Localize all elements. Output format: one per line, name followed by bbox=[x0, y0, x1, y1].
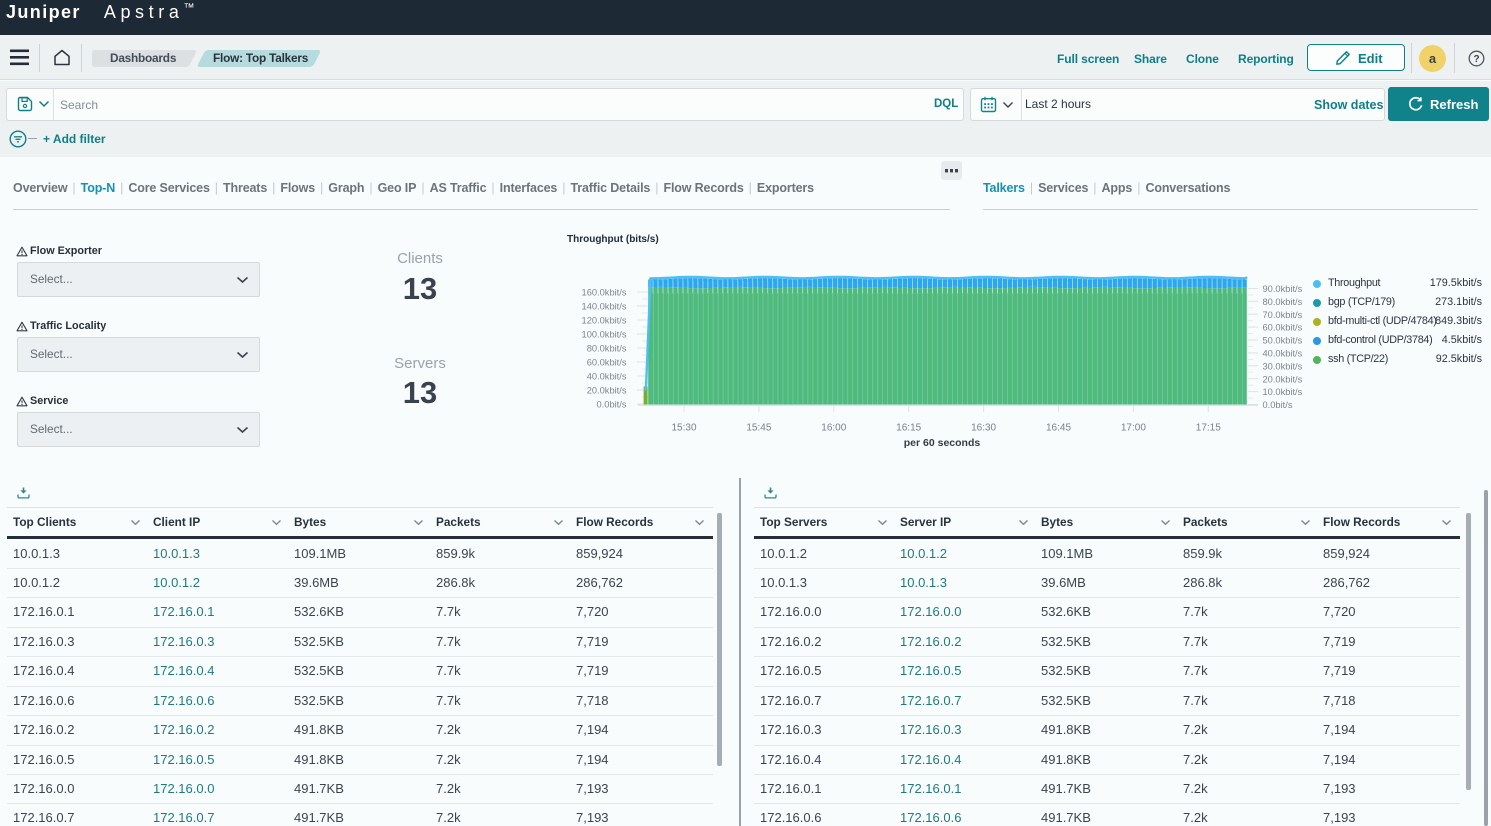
svg-text:90.0kbit/s: 90.0kbit/s bbox=[1263, 284, 1303, 294]
svg-text:0.0bit/s: 0.0bit/s bbox=[1263, 400, 1293, 410]
svg-text:16:45: 16:45 bbox=[1046, 423, 1071, 434]
svg-text:40.0kbit/s: 40.0kbit/s bbox=[1263, 349, 1303, 359]
svg-text:70.0kbit/s: 70.0kbit/s bbox=[1263, 310, 1303, 320]
svg-text:60.0kbit/s: 60.0kbit/s bbox=[1263, 323, 1303, 333]
svg-text:20.0kbit/s: 20.0kbit/s bbox=[587, 386, 627, 396]
svg-text:?: ? bbox=[1473, 54, 1479, 65]
svg-text:16:00: 16:00 bbox=[821, 423, 846, 434]
svg-text:160.0kbit/s: 160.0kbit/s bbox=[582, 288, 627, 298]
svg-text:16:15: 16:15 bbox=[896, 423, 921, 434]
svg-text:120.0kbit/s: 120.0kbit/s bbox=[582, 316, 627, 326]
svg-text:10.0kbit/s: 10.0kbit/s bbox=[1263, 387, 1303, 397]
svg-text:50.0kbit/s: 50.0kbit/s bbox=[1263, 336, 1303, 346]
svg-text:40.0kbit/s: 40.0kbit/s bbox=[587, 372, 627, 382]
svg-text:15:30: 15:30 bbox=[671, 423, 696, 434]
svg-text:20.0kbit/s: 20.0kbit/s bbox=[1263, 374, 1303, 384]
svg-text:80.0kbit/s: 80.0kbit/s bbox=[1263, 297, 1303, 307]
svg-text:17:00: 17:00 bbox=[1121, 423, 1146, 434]
svg-text:16:30: 16:30 bbox=[971, 423, 996, 434]
svg-text:0.0bit/s: 0.0bit/s bbox=[597, 400, 627, 410]
svg-text:140.0kbit/s: 140.0kbit/s bbox=[582, 302, 627, 312]
svg-text:80.0kbit/s: 80.0kbit/s bbox=[587, 344, 627, 354]
svg-text:100.0kbit/s: 100.0kbit/s bbox=[582, 330, 627, 340]
svg-text:60.0kbit/s: 60.0kbit/s bbox=[587, 358, 627, 368]
svg-text:17:15: 17:15 bbox=[1196, 423, 1221, 434]
svg-text:30.0kbit/s: 30.0kbit/s bbox=[1263, 361, 1303, 371]
svg-text:15:45: 15:45 bbox=[746, 423, 771, 434]
